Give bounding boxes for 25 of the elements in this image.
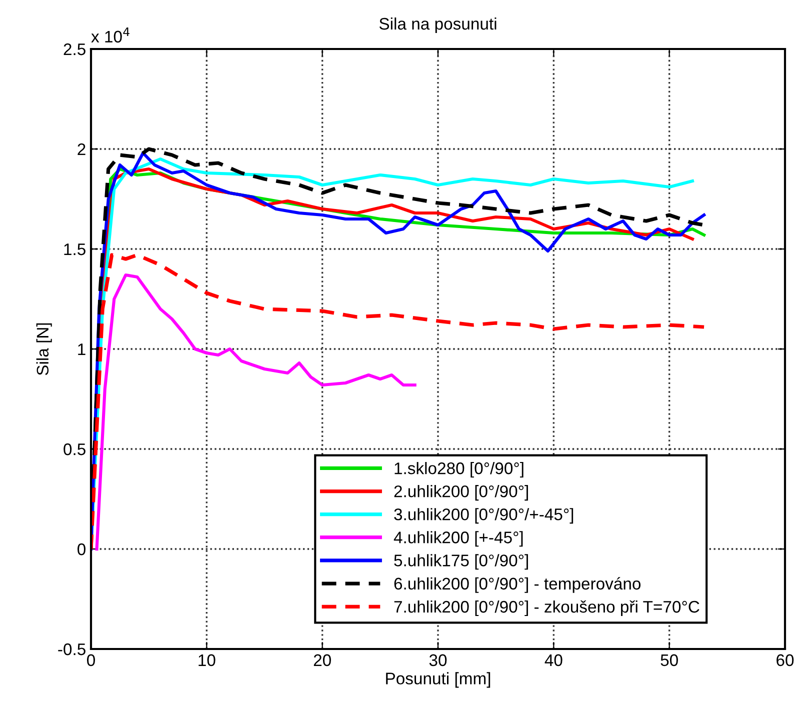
legend-label: 5.uhlik175 [0°/90°] — [394, 554, 528, 570]
text: x 10$^{4}$ — [91, 28, 130, 43]
legend-label: 7.uhlik200 [0°/90°] - zkoušeno při T=70°C — [394, 600, 700, 616]
y-tick-label: 2 — [78, 143, 86, 156]
y-tick-label: 2.5 — [64, 43, 86, 56]
y-tick-label: 1 — [78, 344, 86, 356]
legend-label: 6.uhlik200 [0°/90°] - temperováno — [394, 577, 641, 593]
legend-label: 3.uhlik200 [0°/90°/+-45°] — [394, 508, 574, 524]
legend-label: 2.uhlik200 [0°/90°] — [394, 485, 528, 501]
x-tick-label: 40 — [544, 654, 562, 666]
y-tick-label: 1.5 — [64, 244, 86, 256]
y-tick-label: 0 — [78, 543, 86, 556]
x-tick-label: 20 — [314, 654, 331, 666]
x-tick-label: 50 — [660, 654, 678, 666]
x-tick-label: 10 — [198, 654, 216, 666]
chart-title: Sila na posunuti — [379, 17, 496, 34]
y-tick-label: -0.5 — [58, 643, 86, 656]
x-tick-label: 0 — [87, 654, 95, 666]
legend-label: 4.uhlik200 [+-45°] — [394, 531, 523, 547]
y-axis-title: Sila [N] — [36, 323, 52, 376]
x-tick-label: 30 — [429, 654, 447, 666]
y-tick-label: 0.5 — [64, 443, 86, 456]
legend-label: 1.sklo280 [0°/90°] — [394, 462, 524, 478]
x-tick-label: 60 — [776, 654, 794, 666]
x-axis-title: Posunuti [mm] — [386, 672, 490, 688]
